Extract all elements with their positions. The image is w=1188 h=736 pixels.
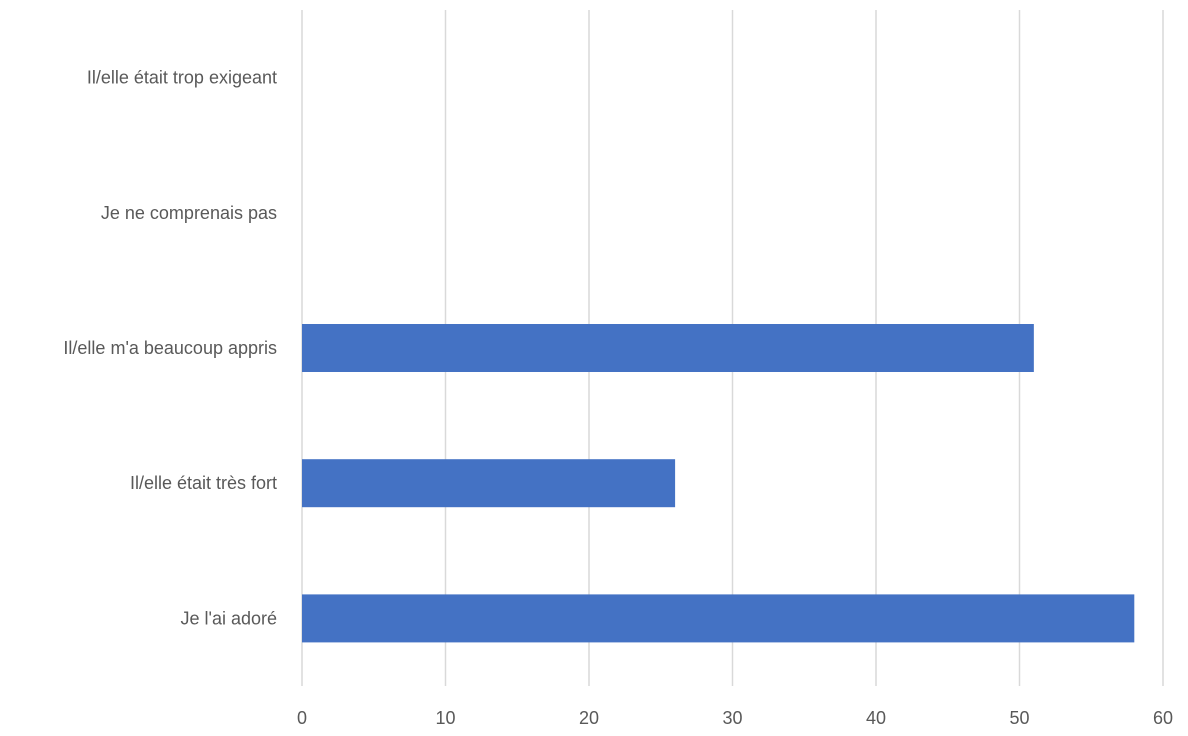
x-tick-label-30: 30 [722,708,742,728]
x-tick-label-20: 20 [579,708,599,728]
bar-3 [302,459,675,507]
x-tick-label-60: 60 [1153,708,1173,728]
category-label-1: Je ne comprenais pas [101,203,277,223]
x-tick-label-0: 0 [297,708,307,728]
category-label-0: Il/elle était trop exigeant [87,68,277,88]
bar-2 [302,324,1034,372]
category-label-4: Je l'ai adoré [181,608,278,628]
bars [302,324,1134,642]
x-axis-ticks: 0 10 20 30 40 50 60 [297,708,1173,728]
category-label-3: Il/elle était très fort [130,473,277,493]
x-tick-label-40: 40 [866,708,886,728]
x-tick-label-50: 50 [1009,708,1029,728]
category-label-2: Il/elle m'a beaucoup appris [63,338,277,358]
category-labels: Il/elle était trop exigeant Je ne compren… [63,68,277,629]
bar-4 [302,594,1134,642]
x-tick-label-10: 10 [435,708,455,728]
